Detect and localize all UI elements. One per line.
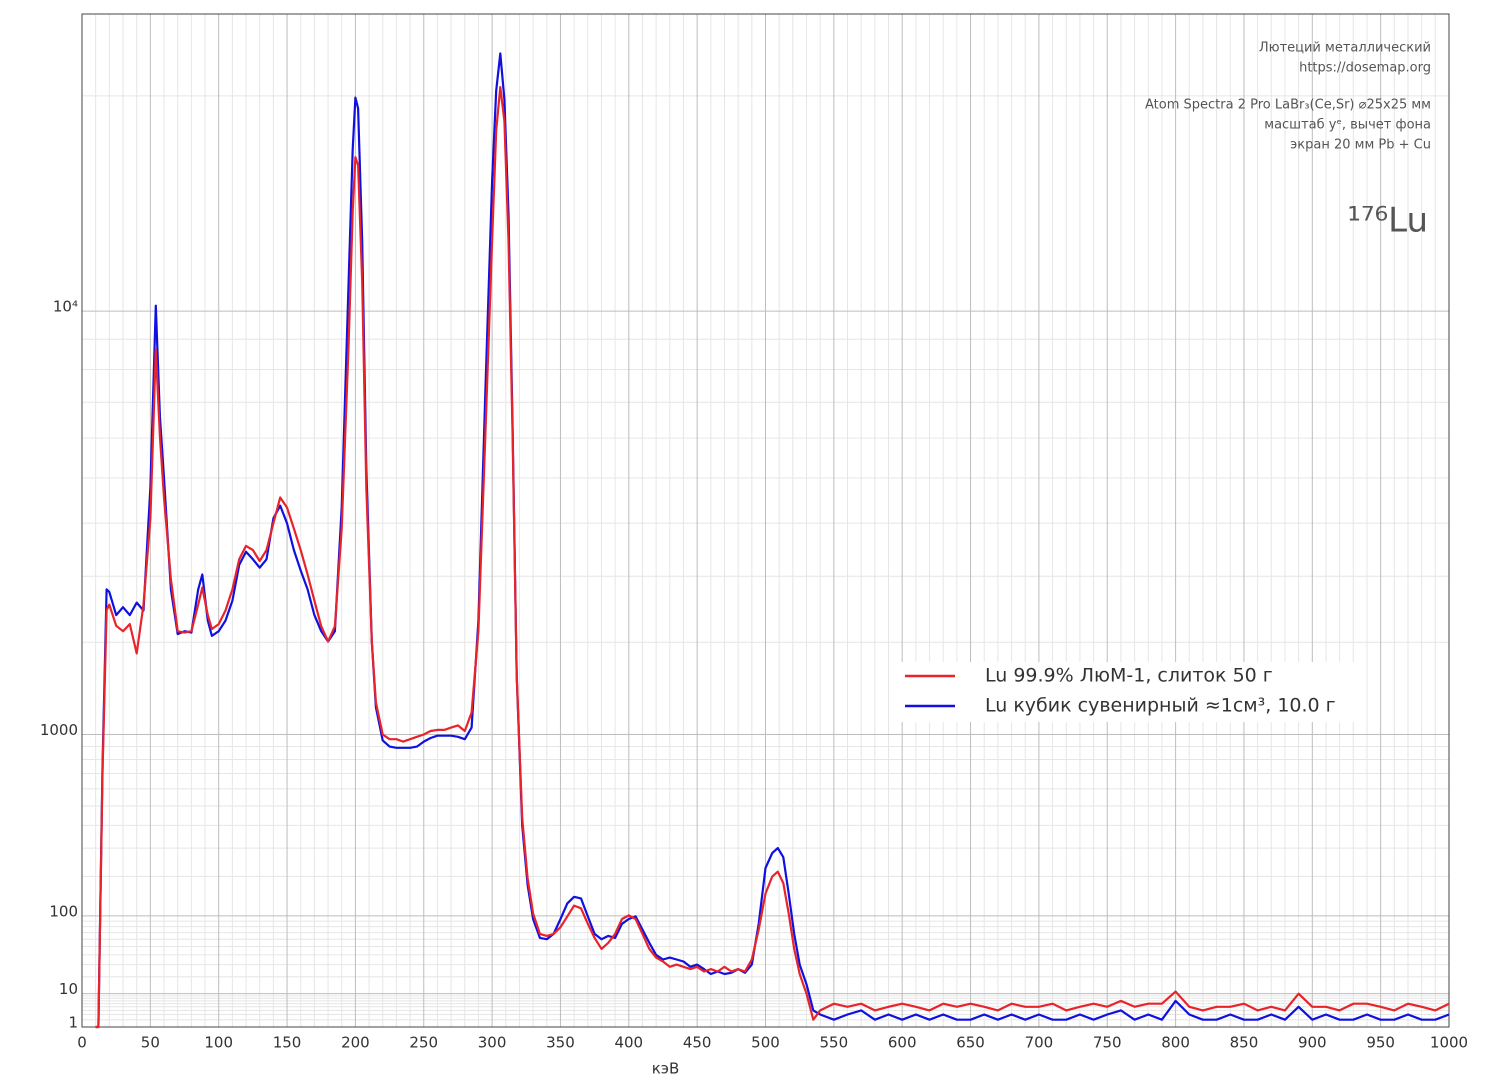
annotation: экран 20 мм Pb + Cu: [1290, 138, 1431, 153]
x-tick-label: 450: [683, 1034, 712, 1052]
x-tick-label: 400: [614, 1034, 643, 1052]
annotation: масштаб yᵉ, вычет фона: [1264, 118, 1431, 133]
isotope-label: ¹⁷⁶Lu: [1347, 201, 1428, 241]
y-tick-label: 10: [59, 980, 78, 998]
x-tick-label: 850: [1230, 1034, 1259, 1052]
x-tick-label: 600: [888, 1034, 917, 1052]
legend-box: [900, 662, 1365, 722]
x-tick-label: 800: [1161, 1034, 1190, 1052]
x-tick-label: 100: [204, 1034, 233, 1052]
legend-label: Lu 99.9% ЛюМ-1, слиток 50 г: [985, 665, 1273, 687]
x-tick-label: 650: [956, 1034, 985, 1052]
x-tick-label: 0: [77, 1034, 87, 1052]
y-tick-label: 100: [49, 902, 78, 920]
x-axis-label: кэВ: [652, 1060, 680, 1078]
y-tick-label: 1: [68, 1014, 78, 1032]
y-tick-label: 10⁴: [53, 298, 78, 316]
series-line: [95, 52, 1450, 1029]
x-tick-label: 150: [273, 1034, 302, 1052]
x-tick-label: 300: [478, 1034, 507, 1052]
x-tick-label: 750: [1093, 1034, 1122, 1052]
annotation: Лютеций металлический: [1259, 41, 1431, 56]
x-tick-label: 700: [1025, 1034, 1054, 1052]
x-tick-label: 550: [820, 1034, 849, 1052]
x-tick-label: 250: [409, 1034, 438, 1052]
x-tick-label: 200: [341, 1034, 370, 1052]
x-tick-label: 350: [546, 1034, 575, 1052]
y-tick-label: 1000: [40, 721, 78, 739]
x-tick-label: 950: [1366, 1034, 1395, 1052]
annotation: Atom Spectra 2 Pro LaBr₃(Ce,Sr) ⌀25x25 м…: [1145, 98, 1431, 113]
series-line: [95, 86, 1450, 1029]
annotation: https://dosemap.org: [1299, 61, 1431, 76]
plot-frame: [81, 13, 1450, 1028]
legend-label: Lu кубик сувенирный ≈1см³, 10.0 г: [985, 695, 1336, 717]
x-tick-label: 50: [141, 1034, 160, 1052]
x-tick-label: 900: [1298, 1034, 1327, 1052]
x-tick-label: 1000: [1430, 1034, 1468, 1052]
x-tick-label: 500: [751, 1034, 780, 1052]
